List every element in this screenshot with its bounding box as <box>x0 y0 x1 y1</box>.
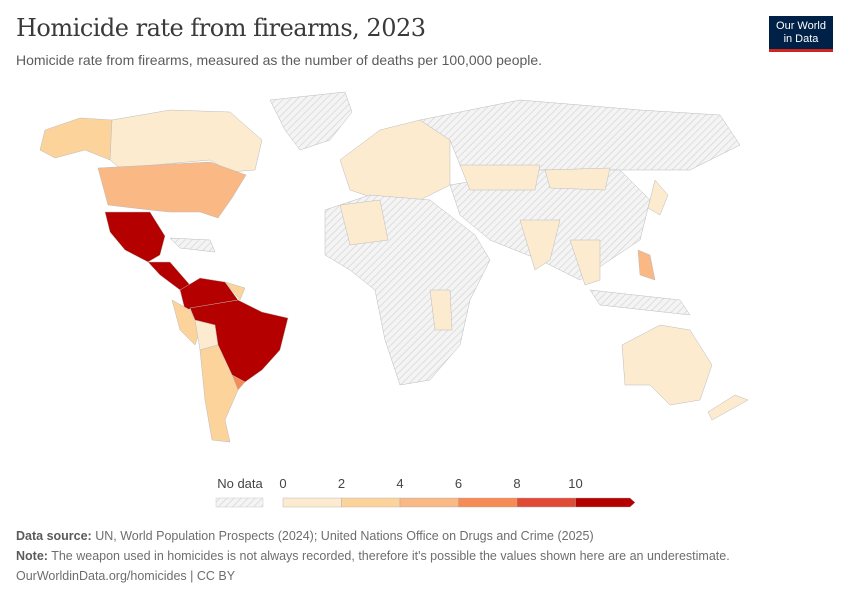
region-se-asia[interactable] <box>569 239 601 286</box>
region-peru[interactable] <box>171 299 201 346</box>
source-link[interactable]: OurWorldinData.org/homicides | CC BY <box>16 569 236 583</box>
region-greenland[interactable] <box>269 91 353 151</box>
note-label: Note: <box>16 549 48 563</box>
legend-tick-label: 6 <box>455 476 462 491</box>
chart-subtitle: Homicide rate from firearms, measured as… <box>16 52 543 68</box>
region-central-america[interactable] <box>147 261 191 291</box>
region-new-zealand[interactable] <box>707 394 749 421</box>
chart-title: Homicide rate from firearms, 2023 <box>16 14 426 42</box>
region-alaska[interactable] <box>39 117 113 161</box>
region-russia[interactable] <box>419 99 741 171</box>
legend-no-data-swatch <box>215 497 264 508</box>
region-kazakhstan[interactable] <box>459 164 541 191</box>
legend-no-data-label: No data <box>217 476 263 491</box>
region-argentina-chile[interactable] <box>199 344 239 443</box>
legend-tick-label: 0 <box>279 476 286 491</box>
region-caribbean[interactable] <box>169 237 216 253</box>
owid-logo[interactable]: Our World in Data <box>769 16 833 52</box>
region-japan[interactable] <box>647 179 669 216</box>
data-source: Data source: UN, World Population Prospe… <box>16 529 594 543</box>
legend-bin[interactable] <box>399 497 459 508</box>
note: Note: The weapon used in homicides is no… <box>16 549 730 563</box>
legend-bin[interactable] <box>575 497 636 508</box>
region-guianas[interactable] <box>224 281 246 301</box>
region-east-africa[interactable] <box>429 289 453 331</box>
logo-text: in Data <box>783 33 819 45</box>
source-label: Data source: <box>16 529 92 543</box>
region-australia[interactable] <box>621 324 713 406</box>
legend-bin[interactable] <box>458 497 518 508</box>
note-text: The weapon used in homicides is not alwa… <box>51 549 730 563</box>
region-indonesia[interactable] <box>589 289 691 316</box>
legend-bin[interactable] <box>282 497 342 508</box>
logo-text: Our World <box>776 20 826 32</box>
region-brazil[interactable] <box>189 299 289 383</box>
legend-bin[interactable] <box>341 497 401 508</box>
region-canada[interactable] <box>109 109 263 173</box>
world-map <box>39 91 749 443</box>
region-europe[interactable] <box>339 119 451 201</box>
region-mexico[interactable] <box>104 211 166 263</box>
legend-tick-label: 10 <box>568 476 582 491</box>
region-algeria[interactable] <box>339 199 389 246</box>
legend-bin[interactable] <box>516 497 576 508</box>
legend-tick-label: 8 <box>513 476 520 491</box>
legend-tick-label: 4 <box>396 476 403 491</box>
region-philippines[interactable] <box>637 249 656 281</box>
color-legend: No data 0 2 4 6 8 10 <box>215 476 636 508</box>
region-india[interactable] <box>519 219 561 271</box>
region-mongolia[interactable] <box>544 167 611 191</box>
legend-tick-label: 2 <box>338 476 345 491</box>
source-text: UN, World Population Prospects (2024); U… <box>95 529 594 543</box>
region-usa[interactable] <box>97 161 247 219</box>
